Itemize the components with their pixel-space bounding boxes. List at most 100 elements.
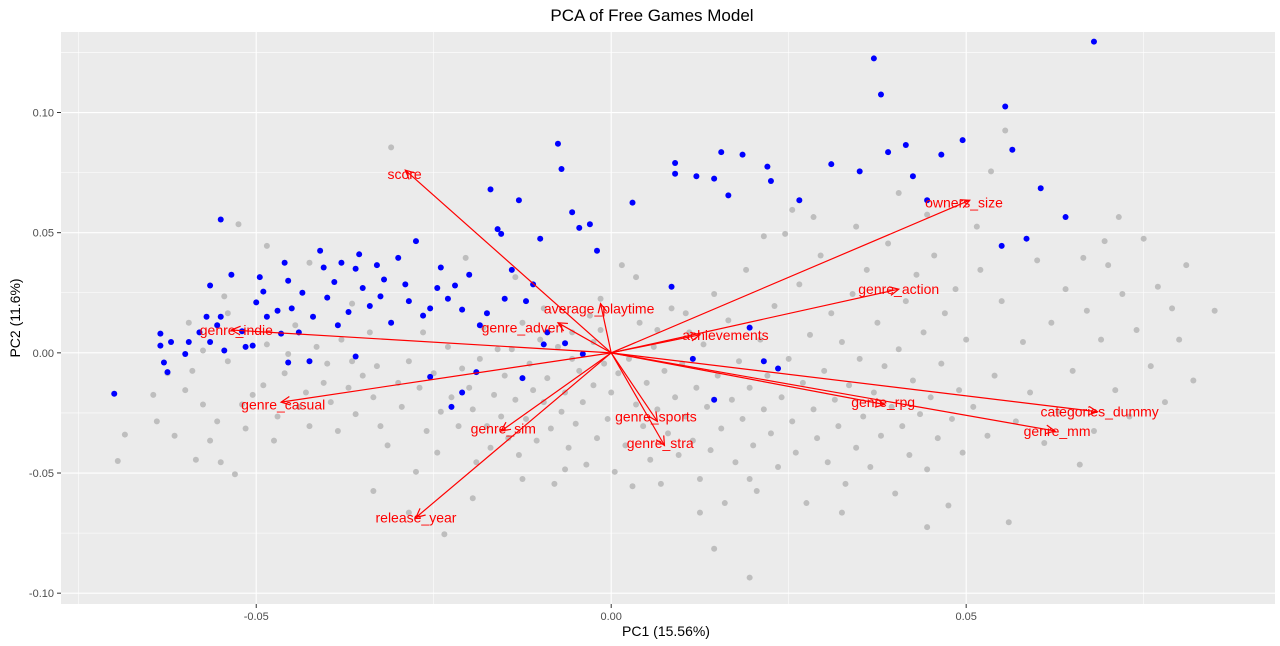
blue-data-point: [672, 159, 679, 166]
blue-data-point: [1037, 185, 1044, 192]
blue-data-point: [924, 197, 931, 204]
blue-data-point: [228, 271, 235, 278]
grey-data-point: [153, 418, 160, 425]
grey-data-point: [483, 423, 490, 430]
blue-data-point: [459, 306, 466, 313]
grey-data-point: [1140, 235, 1147, 242]
arrow-label-release-year: release_year: [376, 509, 457, 525]
grey-data-point: [359, 372, 366, 379]
grey-data-point: [917, 411, 924, 418]
grey-data-point: [643, 379, 650, 386]
grey-data-point: [455, 423, 462, 430]
grey-data-point: [618, 262, 625, 269]
grey-data-point: [948, 415, 955, 422]
blue-data-point: [168, 339, 175, 346]
grey-data-point: [686, 329, 693, 336]
blue-data-point: [331, 278, 338, 285]
blue-data-point: [452, 282, 459, 289]
blue-data-point: [1002, 103, 1009, 110]
loading-arrow-score: [404, 169, 612, 354]
grey-data-point: [235, 221, 242, 228]
grey-data-point: [221, 293, 228, 300]
grey-data-point: [924, 524, 931, 531]
grey-data-point: [803, 500, 810, 507]
grey-data-point: [842, 480, 849, 487]
grey-data-point: [412, 468, 419, 475]
grey-data-point: [895, 346, 902, 353]
arrow-label-genre-rpg: genre_rpg: [851, 394, 915, 410]
blue-data-point: [395, 254, 402, 261]
grey-data-point: [959, 449, 966, 456]
grey-data-point: [508, 346, 515, 353]
arrow-label-genre-sports: genre_sports: [615, 409, 697, 425]
arrowhead: [888, 286, 901, 296]
grey-data-point: [846, 382, 853, 389]
grey-data-point: [622, 442, 629, 449]
grey-data-point: [324, 360, 331, 367]
grey-data-point: [877, 432, 884, 439]
blue-data-point: [828, 161, 835, 168]
blue-data-point: [877, 91, 884, 98]
grey-data-point: [377, 423, 384, 430]
blue-data-point: [558, 165, 565, 172]
grey-data-point: [735, 358, 742, 365]
grey-data-point: [633, 401, 640, 408]
grey-data-point: [494, 346, 501, 353]
grey-data-point: [895, 190, 902, 197]
blue-data-point: [562, 340, 569, 347]
grey-data-point: [647, 456, 654, 463]
grey-data-point: [512, 396, 519, 403]
grey-data-point: [799, 379, 806, 386]
arrow-label-genre-indie: genre_indie: [200, 322, 273, 338]
blue-data-point: [444, 295, 451, 302]
loading-arrow-genre-indie: [231, 329, 612, 354]
blue-data-point: [938, 151, 945, 158]
grey-data-point: [544, 375, 551, 382]
grey-data-point: [760, 406, 767, 413]
y-tick-label: -0.05: [29, 468, 54, 480]
grey-data-point: [1012, 418, 1019, 425]
blue-data-point: [689, 355, 696, 362]
arrowhead: [404, 169, 416, 180]
grey-data-point: [523, 415, 530, 422]
grey-data-point: [466, 384, 473, 391]
grey-data-point: [920, 329, 927, 336]
grey-data-point: [689, 437, 696, 444]
blue-data-point: [672, 170, 679, 177]
grey-data-point: [1005, 519, 1012, 526]
grey-data-point: [242, 425, 249, 432]
blue-data-point: [523, 298, 530, 305]
grey-data-point: [888, 403, 895, 410]
arrowhead: [1087, 405, 1099, 416]
loading-arrow-genre-adven: [557, 322, 612, 354]
grey-data-point: [1190, 377, 1197, 384]
grey-data-point: [263, 242, 270, 249]
blue-data-point: [299, 289, 306, 296]
grey-data-point: [927, 394, 934, 401]
grey-data-point: [604, 415, 611, 422]
grey-data-point: [1076, 461, 1083, 468]
grey-data-point: [909, 377, 916, 384]
grey-data-point: [785, 355, 792, 362]
grey-data-point: [668, 305, 675, 312]
blue-data-point: [324, 294, 331, 301]
blue-data-point: [334, 322, 341, 329]
blue-data-point: [508, 266, 515, 273]
blue-data-point: [288, 305, 295, 312]
grey-data-point: [885, 240, 892, 247]
grey-data-point: [838, 339, 845, 346]
blue-data-point: [711, 175, 718, 182]
grey-data-point: [1133, 327, 1140, 334]
loading-arrow-genre-casual: [280, 352, 612, 403]
grey-data-point: [462, 254, 469, 261]
grey-data-point: [334, 427, 341, 434]
grey-data-point: [515, 451, 522, 458]
grey-data-point: [373, 363, 380, 370]
blue-data-point: [164, 369, 171, 376]
grey-data-point: [924, 466, 931, 473]
grey-data-point: [1112, 387, 1119, 394]
loading-arrow-genre-stra: [610, 352, 665, 446]
grey-data-point: [696, 476, 703, 483]
blue-data-point: [221, 347, 228, 354]
grey-data-point: [991, 372, 998, 379]
